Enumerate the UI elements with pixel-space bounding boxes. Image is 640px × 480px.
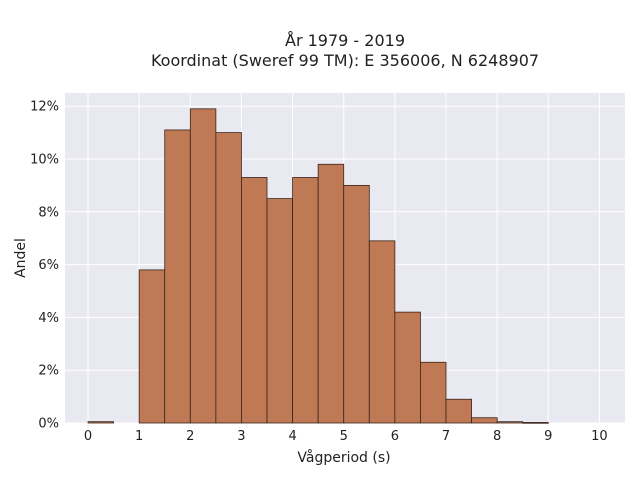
histogram-bar (420, 361, 447, 424)
histogram-bar (445, 398, 472, 424)
chart-title-line-1: År 1979 - 2019 (285, 31, 405, 50)
y-tick-label: 6% (38, 258, 59, 273)
histogram-bar (189, 108, 217, 424)
x-tick-label: 5 (340, 429, 348, 444)
histogram-bar (138, 269, 166, 424)
y-tick-label: 2% (38, 364, 59, 379)
histogram-bar (368, 240, 396, 424)
x-tick-label: 4 (288, 429, 296, 444)
x-tick-label: 7 (442, 429, 450, 444)
x-tick-label: 1 (135, 429, 143, 444)
histogram-bar (496, 421, 524, 424)
y-tick-label: 10% (30, 153, 59, 168)
y-axis-label: Andel (13, 238, 29, 278)
histogram-bar (164, 129, 191, 424)
x-tick-label: 0 (84, 429, 92, 444)
x-tick-label: 9 (544, 429, 552, 444)
x-tick-label: 6 (391, 429, 399, 444)
histogram-bar (215, 132, 242, 424)
histogram-bar (343, 184, 370, 424)
chart-title-line-2: Koordinat (Sweref 99 TM): E 356006, N 62… (151, 51, 539, 70)
y-tick-label: 4% (38, 311, 59, 326)
y-tick-label: 0% (38, 417, 59, 432)
x-tick-label: 8 (493, 429, 501, 444)
histogram-bar (522, 422, 549, 424)
y-tick-label: 8% (38, 205, 59, 220)
histogram-bar (266, 198, 293, 424)
histogram-bar (471, 417, 498, 424)
y-tick-label: 12% (30, 100, 59, 115)
histogram-bar (292, 177, 319, 424)
x-tick-label: 3 (237, 429, 245, 444)
histogram-bar (87, 421, 114, 424)
plot-area: 0% 2% 4% 6% 8% 10% 12% 0 1 2 3 4 5 6 7 8 9 10 (30, 93, 625, 444)
x-tick-label: 2 (186, 429, 194, 444)
histogram-bar (317, 163, 345, 424)
histogram-bar (241, 177, 268, 424)
histogram-bar (394, 311, 421, 424)
x-axis-label: Vågperiod (s) (297, 449, 390, 466)
x-tick-label: 10 (591, 429, 608, 444)
